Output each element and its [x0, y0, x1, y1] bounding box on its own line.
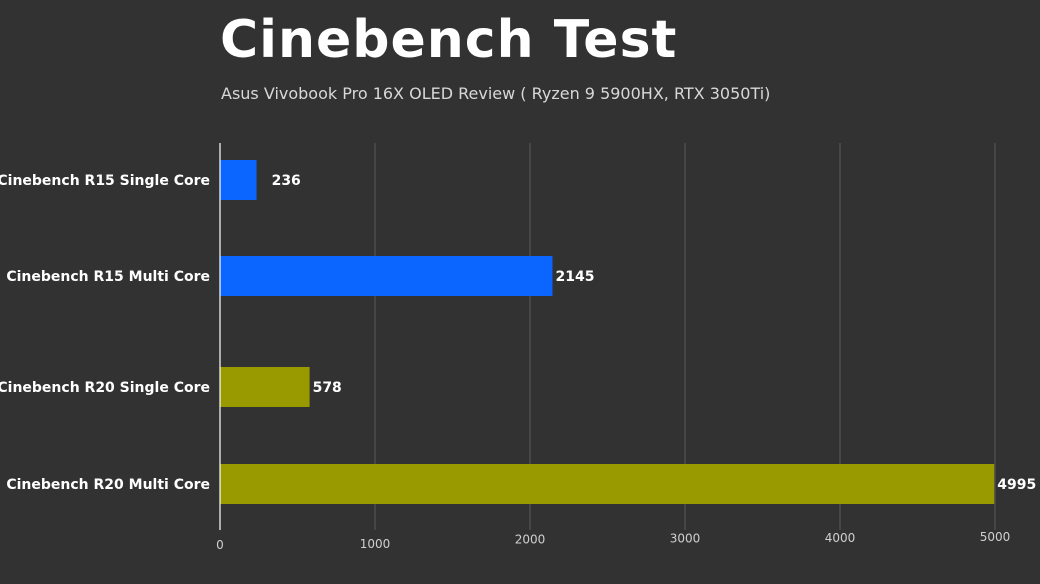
value-label: 236: [272, 173, 301, 189]
value-label: 578: [313, 380, 342, 396]
category-label: Cinebench R15 Single Core: [0, 173, 210, 189]
category-labels: Cinebench R15 Single Core Cinebench R15 M…: [0, 173, 210, 493]
x-tick-label: 4000: [825, 531, 856, 545]
x-tick-label: 3000: [670, 532, 701, 546]
x-tick-label: 2000: [515, 532, 546, 546]
bar: [220, 367, 310, 407]
bars: [220, 160, 995, 504]
bar: [220, 160, 257, 200]
chart-title: Cinebench Test: [220, 10, 678, 70]
x-tick-label: 5000: [980, 530, 1011, 544]
chart-subtitle: Asus Vivobook Pro 16X OLED Review ( Ryze…: [221, 84, 771, 103]
category-label: Cinebench R20 Multi Core: [6, 477, 210, 493]
value-label: 2145: [555, 269, 594, 285]
category-label: Cinebench R20 Single Core: [0, 380, 210, 396]
x-tick-labels: 0 1000 2000 3000 4000 5000: [216, 530, 1010, 552]
value-labels: 236 2145 578 4995: [272, 173, 1037, 493]
category-label: Cinebench R15 Multi Core: [6, 269, 210, 285]
bar: [220, 464, 995, 504]
value-label: 4995: [997, 477, 1036, 493]
x-tick-label: 0: [216, 538, 224, 552]
bar: [220, 256, 553, 296]
x-tick-label: 1000: [360, 537, 391, 551]
